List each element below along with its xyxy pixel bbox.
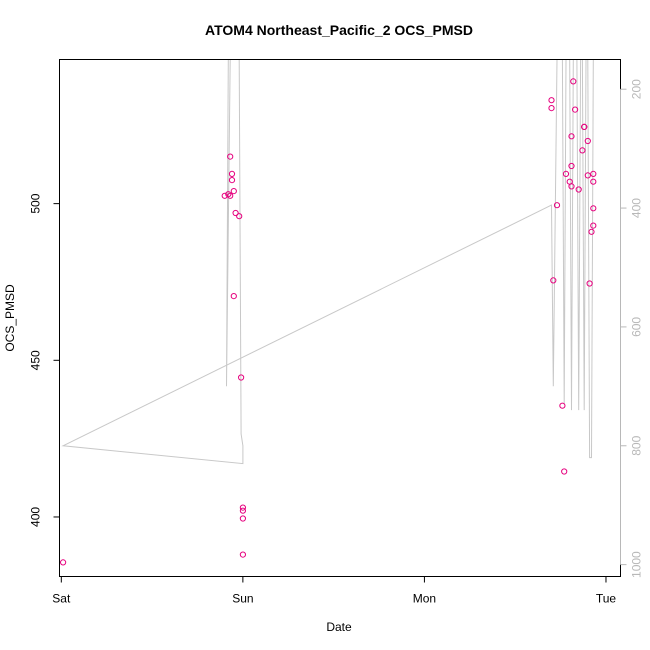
chart-title: ATOM4 Northeast_Pacific_2 OCS_PMSD	[205, 22, 473, 38]
data-point	[570, 78, 577, 85]
data-point	[590, 205, 597, 212]
y-tick-label: 400	[29, 507, 43, 527]
data-point	[568, 133, 575, 140]
data-point	[553, 202, 561, 209]
data-point	[548, 97, 555, 104]
data-point	[590, 170, 597, 177]
x-tick-label: Tue	[596, 592, 617, 606]
data-point	[584, 172, 591, 179]
x-tick-label: Sat	[52, 592, 71, 606]
data-point	[239, 551, 246, 558]
data-point	[559, 402, 566, 409]
plot-frame	[59, 59, 621, 577]
data-point	[588, 228, 595, 235]
y2-tick-label: 400	[630, 198, 644, 218]
data-point	[228, 177, 236, 184]
data-point	[572, 106, 579, 113]
y2-tick-label: 800	[630, 435, 644, 455]
data-point	[228, 170, 236, 177]
y-tick-label: 450	[29, 350, 43, 370]
data-point	[239, 504, 246, 511]
data-point	[227, 153, 234, 160]
data-point	[581, 123, 588, 131]
data-point	[586, 280, 593, 287]
data-point	[230, 293, 237, 300]
data-point	[232, 209, 239, 217]
data-point	[568, 162, 575, 170]
y2-tick-label: 600	[630, 317, 644, 337]
data-point	[230, 188, 237, 195]
plot-area	[60, 59, 599, 566]
data-point	[590, 222, 597, 229]
data-point	[575, 186, 582, 193]
data-point	[584, 137, 591, 145]
series-line	[61, 59, 599, 465]
data-point	[550, 277, 557, 284]
secondary-y-axis: 200 400 600 800 1000	[620, 79, 644, 578]
data-point	[239, 515, 246, 522]
x-tick-label: Sun	[232, 592, 253, 606]
y2-tick-label: 200	[630, 79, 644, 99]
data-point	[236, 213, 243, 220]
data-point	[561, 468, 568, 475]
y-axis-label: OCS_PMSD	[3, 284, 17, 352]
data-point	[225, 191, 232, 198]
data-point	[590, 178, 597, 185]
data-point	[579, 147, 586, 154]
data-point	[568, 183, 575, 190]
y-axis: 400 450 500	[29, 193, 60, 527]
data-point	[238, 374, 245, 381]
data-point	[239, 507, 246, 514]
x-axis-label: Date	[326, 620, 352, 634]
data-point	[227, 192, 234, 199]
data-point	[562, 170, 570, 177]
x-axis: Sat Sun Mon Tue	[52, 576, 617, 606]
x-tick-label: Mon	[413, 592, 436, 606]
y-tick-label: 500	[29, 193, 43, 213]
data-point	[60, 559, 67, 566]
data-point	[548, 105, 555, 112]
y2-tick-label: 1000	[630, 551, 644, 578]
